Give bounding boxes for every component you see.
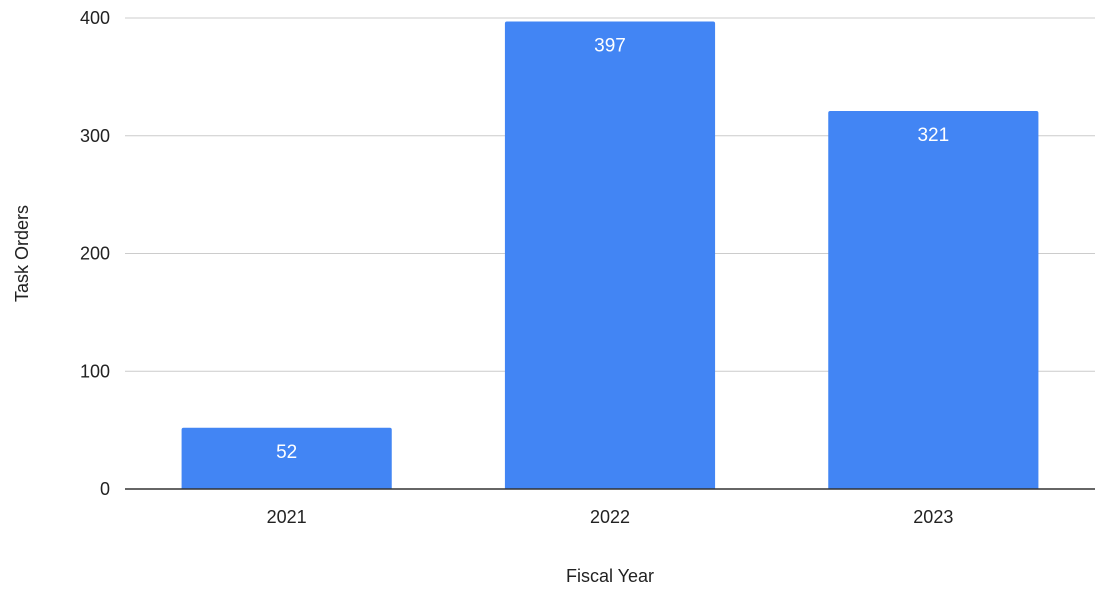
bar-data-label: 321: [917, 125, 949, 146]
y-axis-title: Task Orders: [12, 205, 32, 302]
bar-2021: [181, 427, 392, 489]
x-tick-label: 2021: [267, 507, 307, 527]
y-tick-label: 400: [80, 8, 110, 28]
bar-2023: [828, 111, 1039, 490]
y-tick-label: 300: [80, 126, 110, 146]
y-tick-label: 200: [80, 244, 110, 264]
y-tick-label: 100: [80, 361, 110, 381]
bar-2022: [504, 21, 716, 489]
bar-data-label: 52: [276, 442, 297, 463]
x-axis-ticks: 2021 2022 2023: [267, 507, 954, 527]
bar-data-label: 397: [594, 36, 626, 57]
x-axis-title: Fiscal Year: [566, 566, 654, 586]
y-axis-ticks: 0 100 200 300 400: [80, 8, 110, 499]
x-tick-label: 2022: [590, 507, 630, 527]
y-tick-label: 0: [100, 479, 110, 499]
x-tick-label: 2023: [913, 507, 953, 527]
bars: 52 397 321: [181, 21, 1039, 490]
